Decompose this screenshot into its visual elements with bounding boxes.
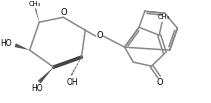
Text: O: O xyxy=(96,31,103,40)
Text: HO: HO xyxy=(1,39,12,48)
Text: OH: OH xyxy=(67,78,79,87)
Text: O: O xyxy=(157,78,164,87)
Polygon shape xyxy=(38,67,54,83)
Text: O: O xyxy=(61,8,68,17)
Text: HO: HO xyxy=(31,84,43,92)
Polygon shape xyxy=(15,43,30,50)
Text: CH₃: CH₃ xyxy=(28,1,41,7)
Text: CH₃: CH₃ xyxy=(158,14,170,20)
